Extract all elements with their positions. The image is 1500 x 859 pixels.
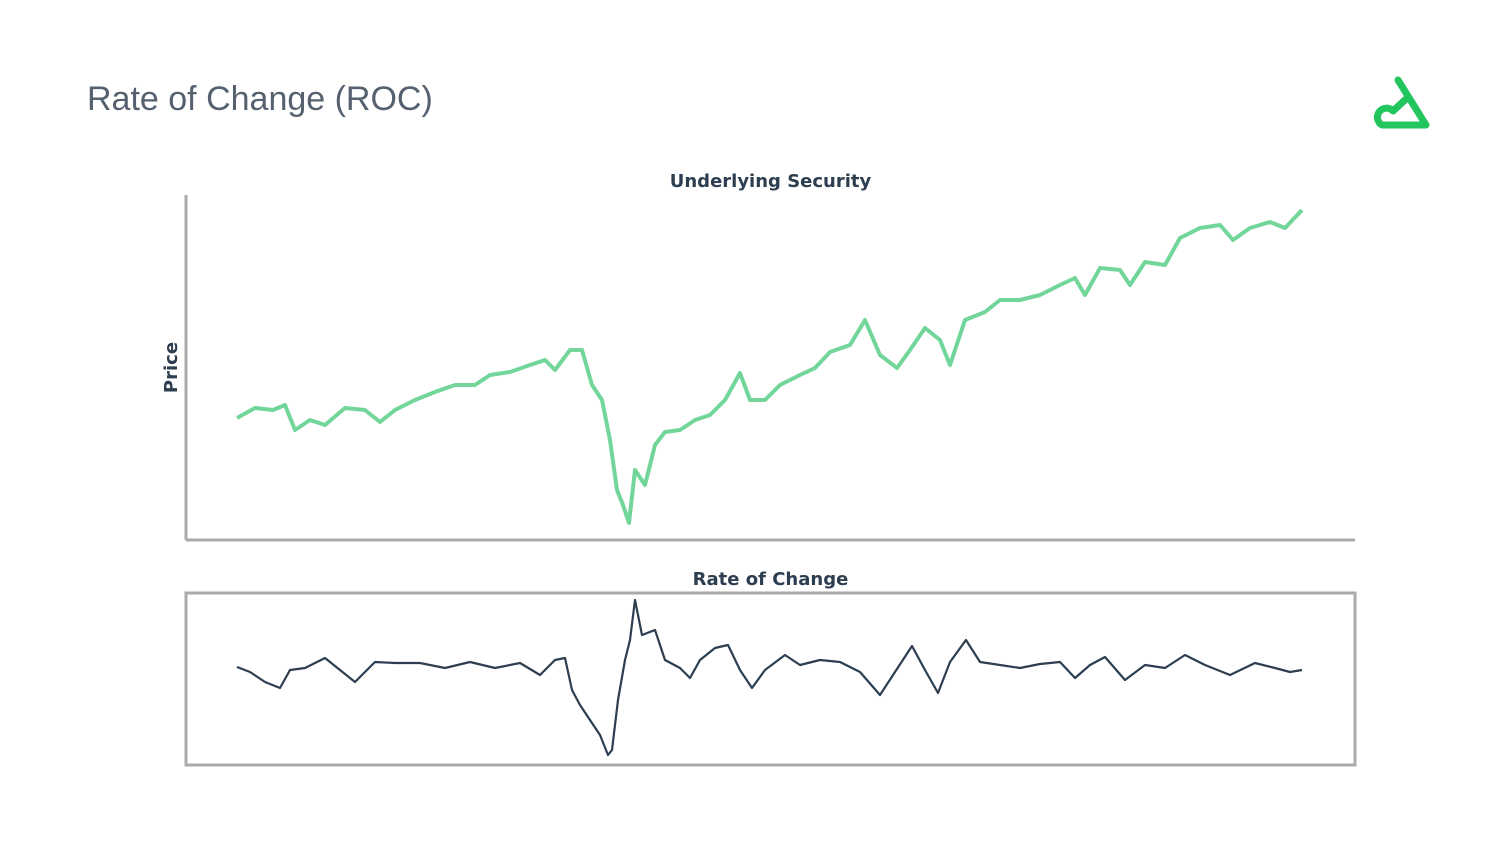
y-axis-label: Price: [161, 342, 182, 393]
page-title: Rate of Change (ROC): [87, 80, 433, 118]
chart-title: Underlying Security: [670, 171, 872, 192]
logo: [1373, 76, 1430, 129]
chart-title: Rate of Change: [693, 569, 849, 590]
series-line: [236, 208, 1304, 525]
series-line: [236, 598, 1303, 757]
axes-frame: [184, 591, 1357, 767]
